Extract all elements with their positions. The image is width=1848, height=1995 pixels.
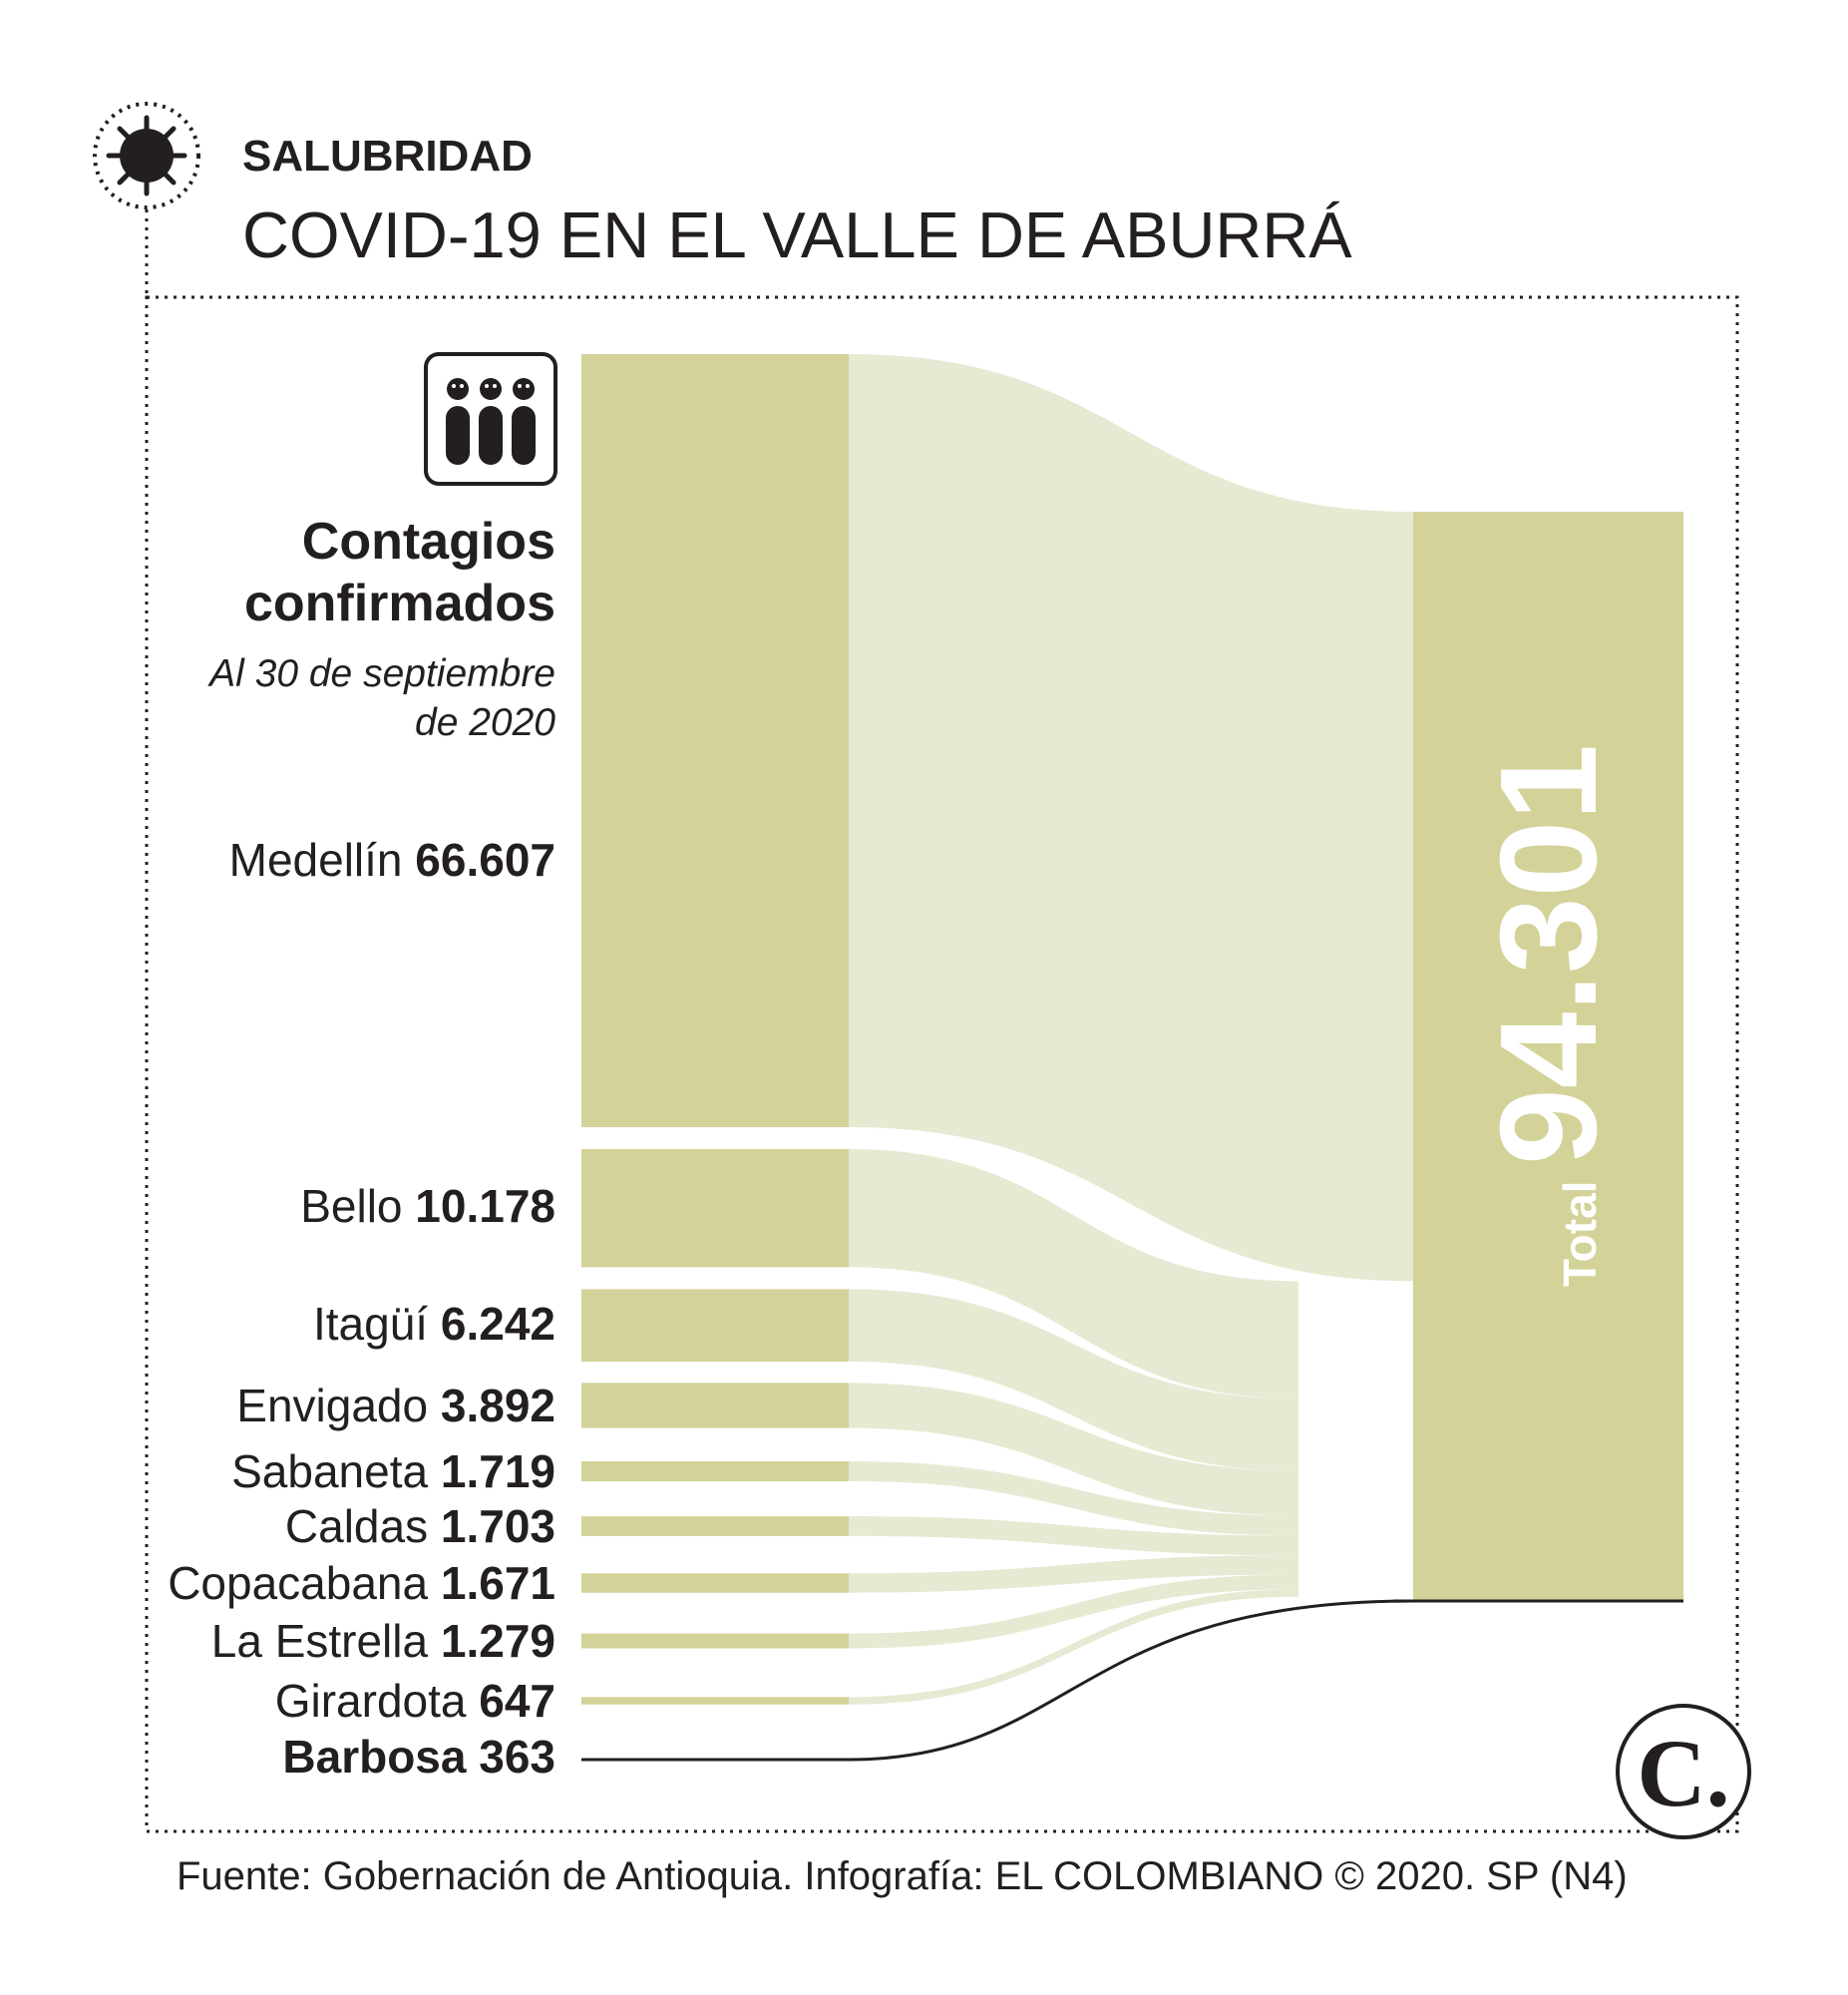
- node-sabaneta: [581, 1460, 849, 1482]
- node-bello: [581, 1149, 849, 1268]
- sankey-nodes: [581, 354, 849, 1762]
- label-value: 1.279: [441, 1615, 555, 1667]
- label-name: Bello: [300, 1180, 415, 1232]
- flow-medellín: [849, 354, 1413, 1282]
- node-la-estrella: [581, 1633, 849, 1649]
- label-name: Caldas: [285, 1500, 441, 1552]
- label-value: 6.242: [441, 1298, 555, 1350]
- label-value: 10.178: [415, 1180, 555, 1232]
- flow-itagüí: [849, 1289, 1298, 1471]
- total-label: Total 94.301: [1472, 744, 1626, 1287]
- label-la-estrella: La Estrella 1.279: [211, 1615, 555, 1667]
- total-node: [1413, 512, 1683, 1601]
- section-label: SALUBRIDAD: [242, 132, 533, 181]
- people-icon: [424, 352, 557, 486]
- label-copacabana: Copacabana 1.671: [168, 1557, 555, 1609]
- sankey-flows: [848, 354, 1414, 1762]
- brand-letter: C.: [1637, 1720, 1729, 1826]
- flow-girardota: [849, 1589, 1298, 1705]
- label-name: Girardota: [275, 1675, 480, 1727]
- page-title: COVID-19 EN EL VALLE DE ABURRÁ: [242, 199, 1352, 271]
- chart-title-line2: confirmados: [244, 575, 555, 632]
- node-copacabana: [581, 1573, 849, 1593]
- chart-subtitle-line1: Al 30 de septiembre: [207, 652, 555, 695]
- flow-sabaneta: [849, 1460, 1298, 1536]
- label-value: 1.703: [441, 1500, 555, 1552]
- label-value: 3.892: [441, 1380, 555, 1431]
- label-name: Sabaneta: [231, 1445, 441, 1497]
- node-itagüí: [581, 1289, 849, 1363]
- label-value: 363: [479, 1731, 555, 1783]
- flow-barbosa: [848, 1599, 1414, 1762]
- label-sabaneta: Sabaneta 1.719: [231, 1445, 555, 1497]
- flow-la-estrella: [849, 1574, 1298, 1649]
- label-barbosa: Barbosa 363: [282, 1731, 555, 1783]
- label-value: 1.671: [441, 1557, 555, 1609]
- label-medellín: Medellín 66.607: [229, 834, 555, 886]
- total-word: Total: [1554, 1181, 1606, 1287]
- node-girardota: [581, 1697, 849, 1705]
- node-medellín: [581, 354, 849, 1127]
- label-name: Medellín: [229, 834, 416, 886]
- label-envigado: Envigado 3.892: [236, 1380, 555, 1431]
- node-envigado: [581, 1383, 849, 1428]
- node-caldas: [581, 1516, 849, 1536]
- label-girardota: Girardota 647: [275, 1675, 555, 1727]
- label-value: 66.607: [415, 834, 555, 886]
- total-value: 94.301: [1472, 744, 1626, 1165]
- label-name: La Estrella: [211, 1615, 441, 1667]
- virus-icon: [93, 102, 200, 297]
- el-colombiano-logo: C.: [1616, 1704, 1751, 1839]
- label-value: 1.719: [441, 1445, 555, 1497]
- source-footnote: Fuente: Gobernación de Antioquia. Infogr…: [177, 1854, 1628, 1898]
- label-name: Barbosa: [282, 1731, 479, 1783]
- flow-bello: [849, 1149, 1298, 1399]
- label-bello: Bello 10.178: [300, 1180, 555, 1232]
- label-name: Itagüí: [313, 1298, 441, 1350]
- label-itagüí: Itagüí 6.242: [313, 1298, 555, 1350]
- label-value: 647: [479, 1675, 555, 1727]
- chart-title-line1: Contagios: [302, 513, 555, 571]
- chart-subtitle-line2: de 2020: [415, 701, 555, 744]
- label-name: Copacabana: [168, 1557, 441, 1609]
- flow-envigado: [849, 1383, 1298, 1516]
- flow-copacabana: [849, 1555, 1298, 1593]
- flow-caldas: [849, 1516, 1298, 1556]
- label-name: Envigado: [236, 1380, 441, 1431]
- label-caldas: Caldas 1.703: [285, 1500, 555, 1552]
